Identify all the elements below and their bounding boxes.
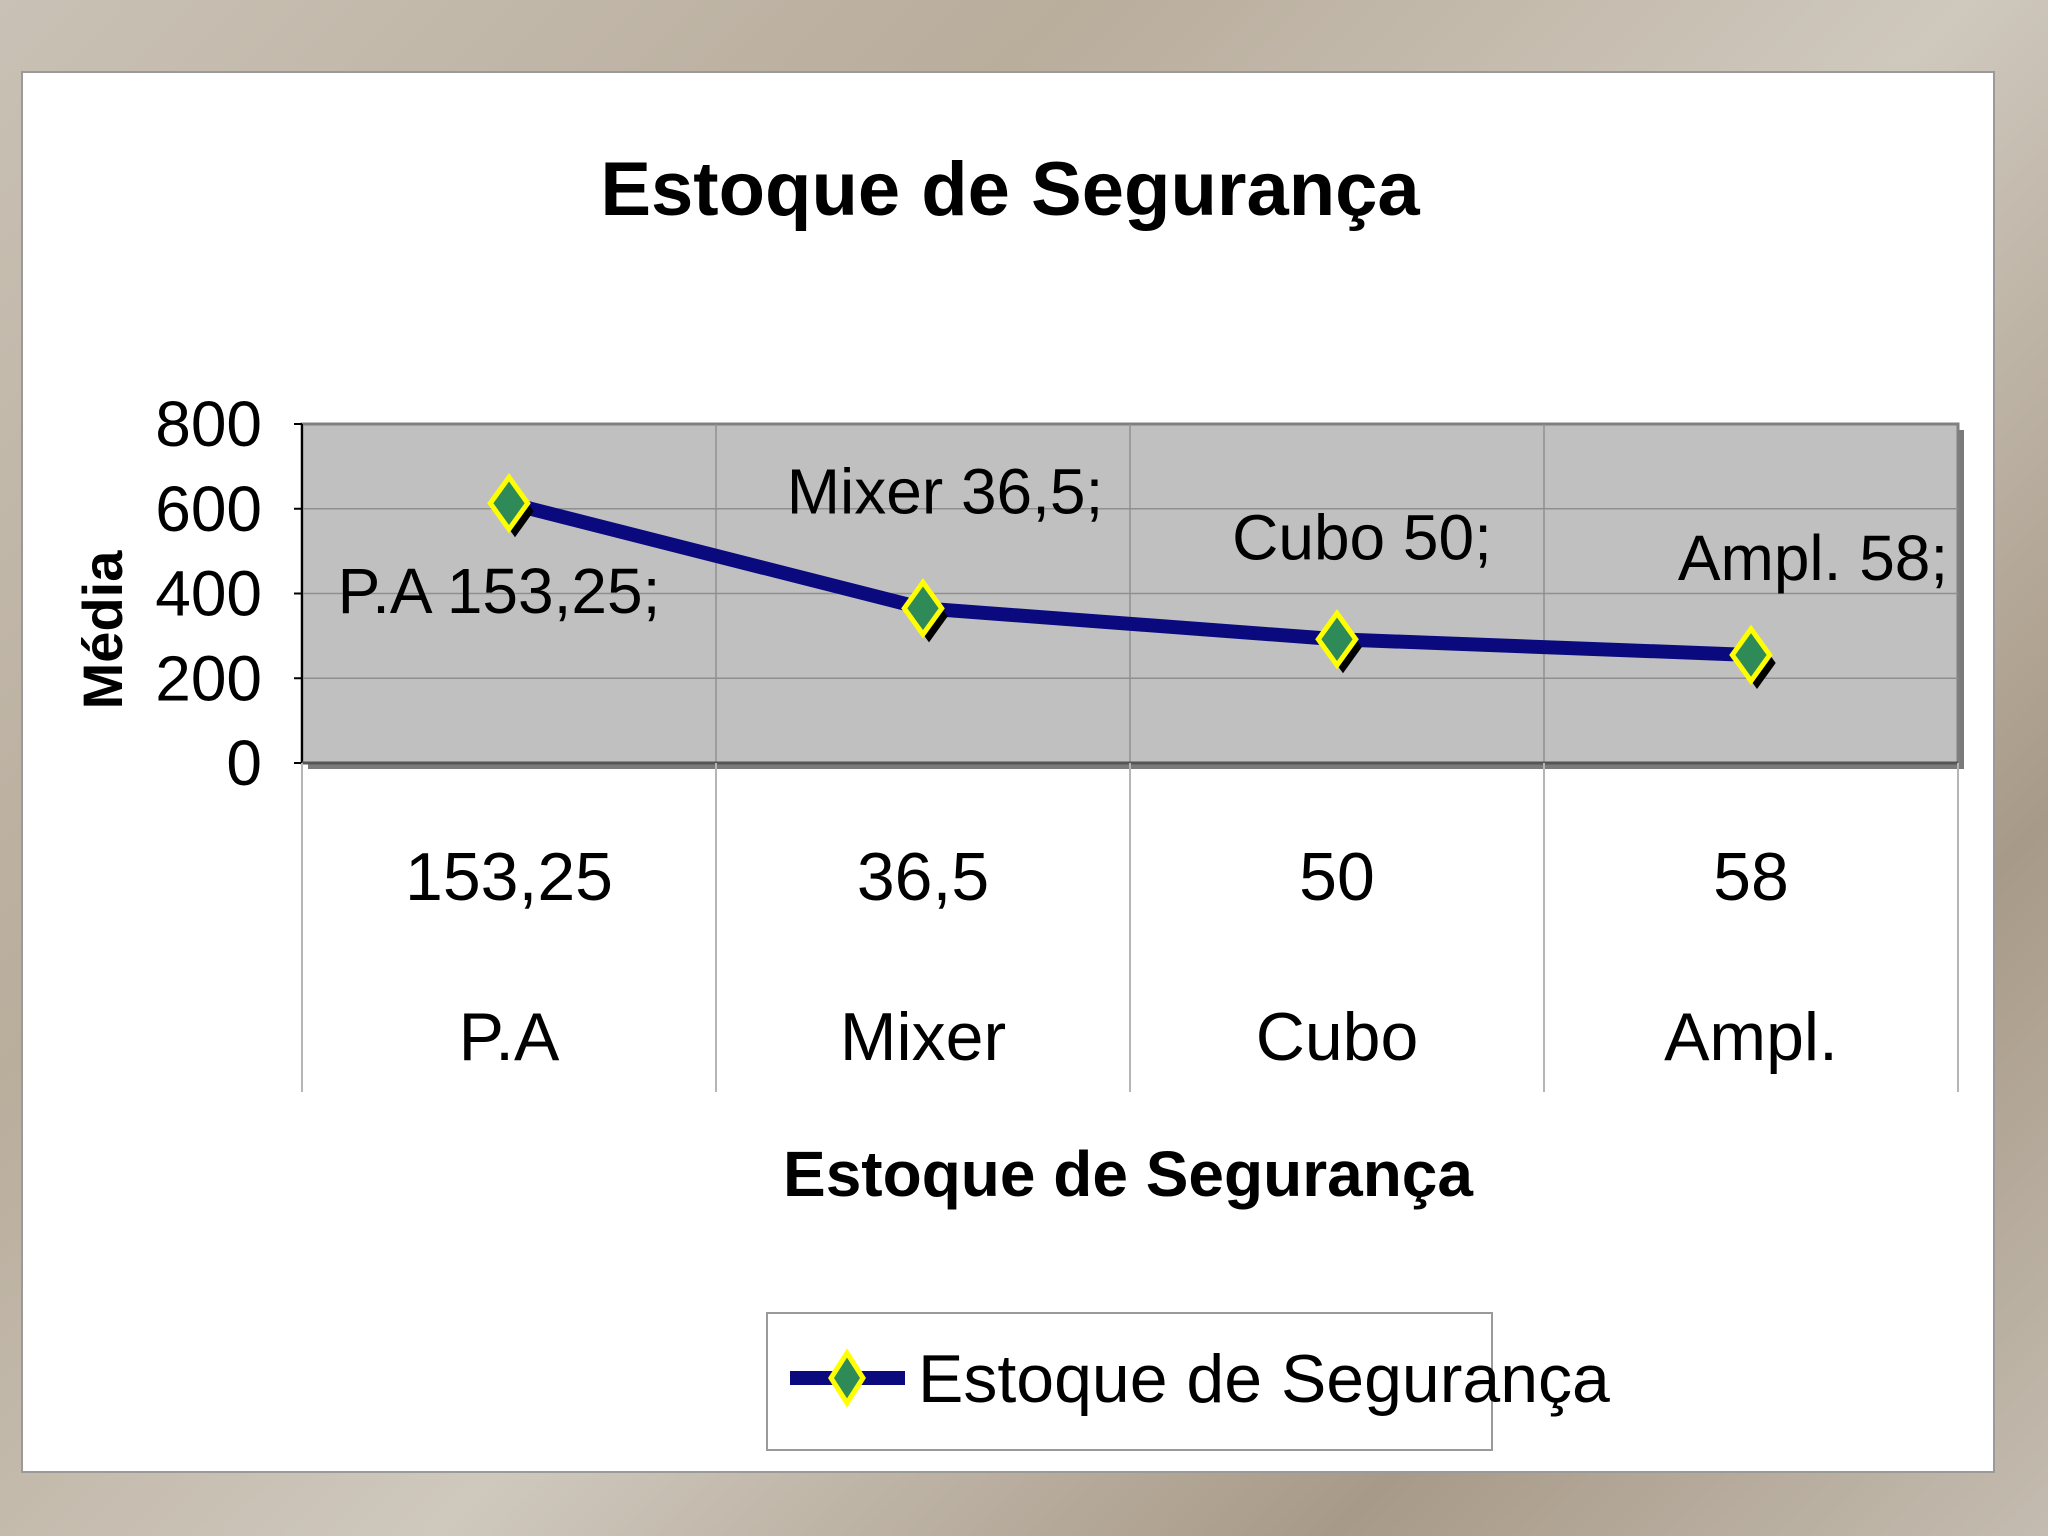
series-line [507, 496, 1752, 662]
data-label: P.A 153,25; [338, 555, 661, 627]
data-label: Ampl. 58; [1678, 522, 1948, 594]
chart-frame [21, 71, 1995, 1473]
x-tick-label: Ampl. [1664, 999, 1838, 1075]
x-tick-label: P.A [459, 999, 560, 1075]
data-point [901, 578, 945, 639]
legend-entry: Estoque de Segurança [918, 1341, 1610, 1417]
y-tick-label: 0 [226, 727, 262, 799]
data-label: Cubo 50; [1232, 501, 1492, 573]
table-value: 58 [1713, 839, 1789, 915]
data-table: 153,25 P.A 36,5 Mixer 50 Cubo 58 Ampl. [301, 761, 1959, 1092]
data-point [1315, 608, 1359, 670]
series-polyline [507, 496, 1752, 662]
legend: Estoque de Segurança [766, 1312, 1610, 1451]
legend-marker-swatch [828, 1348, 866, 1408]
table-value: 36,5 [857, 839, 989, 915]
x-axis-label: Estoque de Segurança [783, 1138, 1473, 1210]
table-value: 153,25 [405, 839, 613, 915]
y-tick-label: 200 [155, 642, 262, 714]
series-markers [487, 472, 1776, 689]
table-value: 50 [1299, 839, 1375, 915]
data-labels: P.A 153,25; Mixer 36,5; Cubo 50; Ampl. 58; [338, 455, 1949, 627]
data-label: Mixer 36,5; [787, 455, 1104, 527]
y-axis-label: Média [71, 550, 134, 710]
data-point [1729, 624, 1773, 686]
x-tick-label: Mixer [840, 999, 1006, 1075]
plot-area [300, 422, 1964, 769]
y-tick-label: 800 [155, 388, 262, 460]
x-tick-label: Cubo [1256, 999, 1419, 1075]
data-point [487, 472, 531, 534]
y-axis-ticks: 800 600 400 200 0 [155, 388, 303, 799]
y-tick-label: 600 [155, 473, 262, 545]
chart-title: Estoque de Segurança [600, 147, 1420, 232]
y-tick-label: 400 [155, 558, 262, 630]
